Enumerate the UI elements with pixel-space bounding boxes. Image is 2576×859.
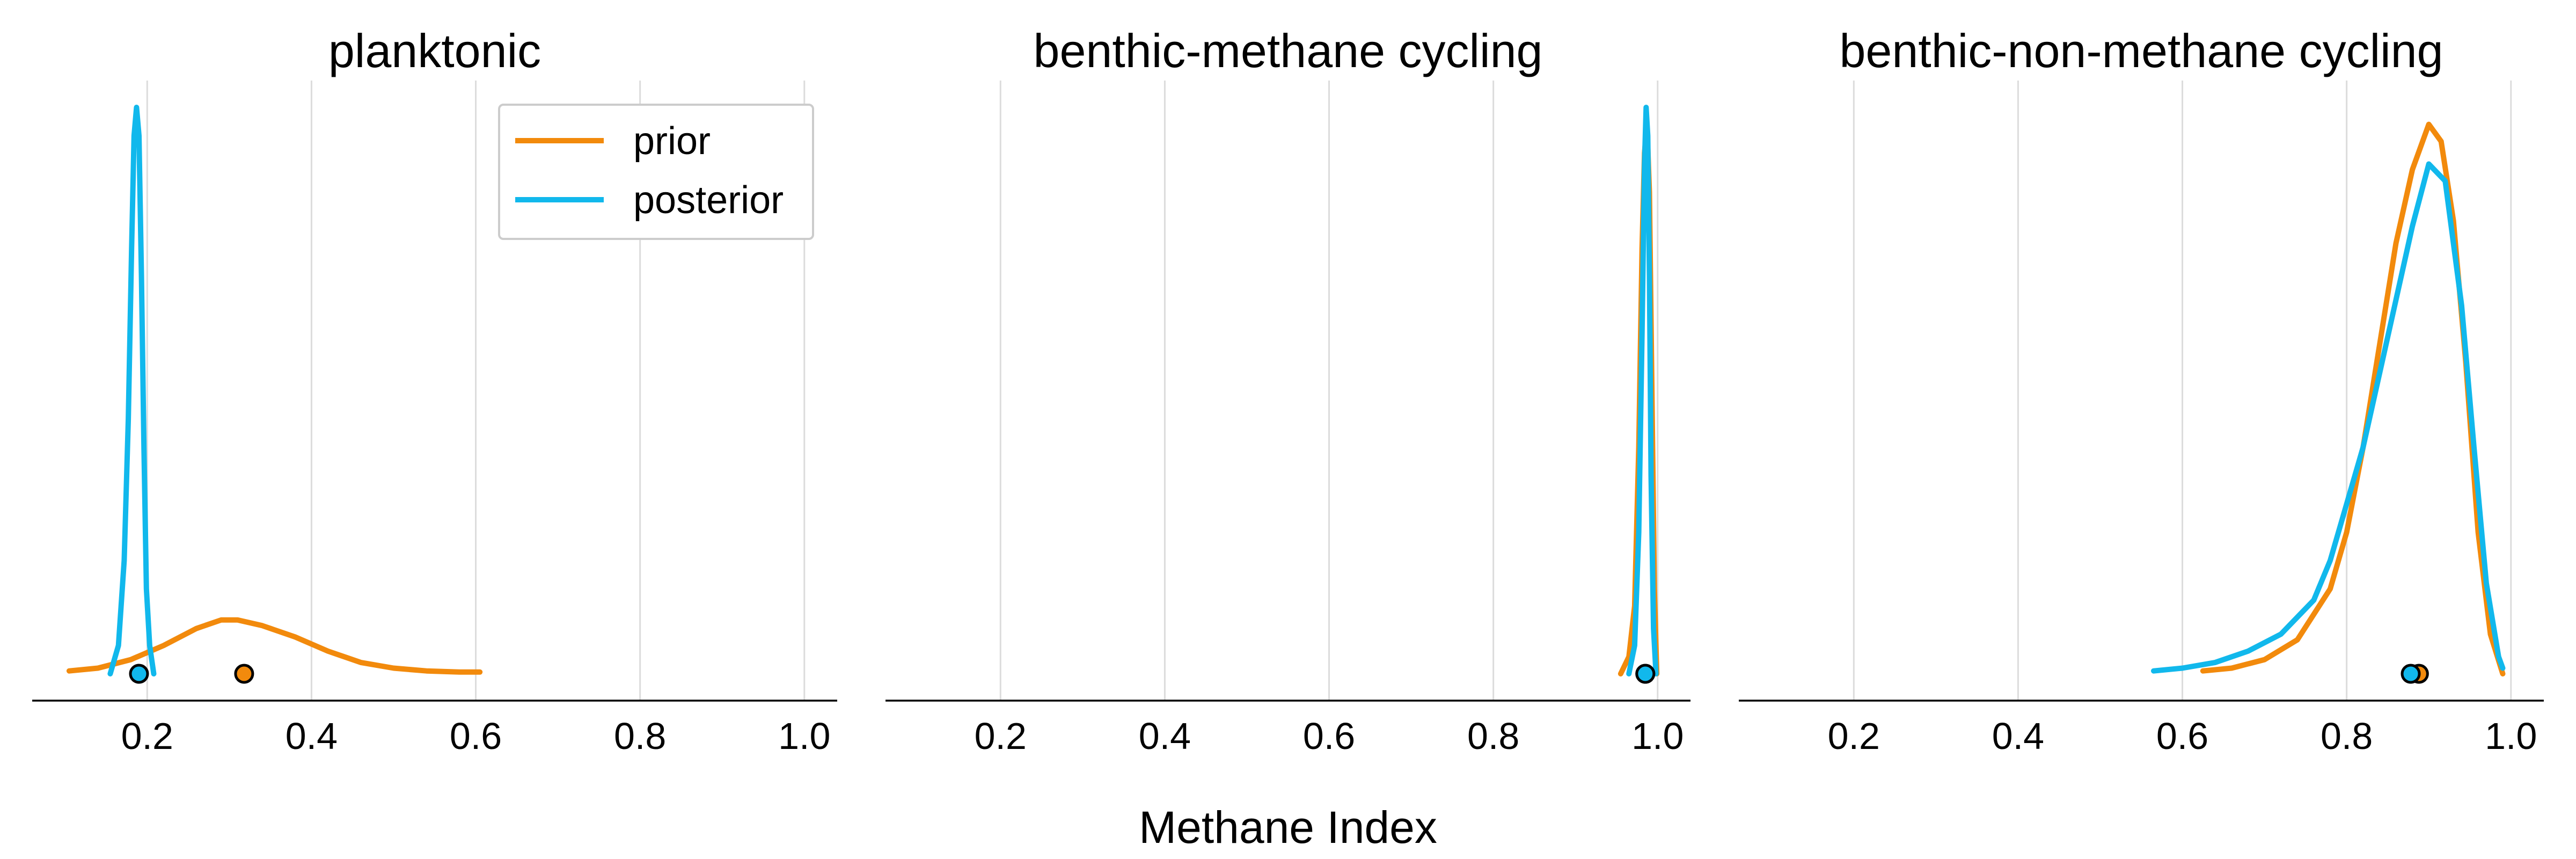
x-tick-label: 0.8 — [2321, 715, 2373, 757]
x-tick-label: 0.6 — [2156, 715, 2208, 757]
x-tick-label: 1.0 — [2485, 715, 2537, 757]
x-tick-label: 0.6 — [1303, 715, 1355, 757]
summary-point-prior — [234, 664, 254, 684]
series-line-prior — [2200, 121, 2506, 676]
x-tick-label: 0.4 — [1992, 715, 2044, 757]
x-tick-label: 1.0 — [1631, 715, 1684, 757]
panel-3: benthic-non-methane cycling 0.2 0.4 0.6 0.8 1… — [1739, 24, 2544, 757]
x-tick-label: 0.8 — [1467, 715, 1519, 757]
x-axis-label: Methane Index — [1139, 802, 1437, 853]
x-tick-label: 1.0 — [778, 715, 830, 757]
legend-label-prior: prior — [633, 120, 711, 163]
series-line-posterior — [107, 105, 157, 676]
panel-title: benthic-methane cycling — [1034, 24, 1543, 77]
x-tick-label: 0.8 — [614, 715, 666, 757]
legend-label-posterior: posterior — [633, 179, 784, 222]
x-tick-label: 0.2 — [1828, 715, 1880, 757]
x-tick-label: 0.2 — [121, 715, 173, 757]
x-tick-label: 0.6 — [450, 715, 502, 757]
series-line-prior — [66, 617, 483, 675]
panel-title: benthic-non-methane cycling — [1839, 24, 2443, 77]
panel-2: benthic-methane cycling 0.2 0.4 0.6 0.8 1.0 — [885, 24, 1690, 757]
summary-point-posterior — [129, 664, 149, 684]
legend: prior posterior — [498, 104, 814, 240]
x-tick-label: 0.4 — [1139, 715, 1191, 757]
series-line-posterior — [1626, 105, 1659, 676]
series-line-posterior — [2151, 161, 2506, 674]
x-tick-label: 0.4 — [286, 715, 338, 757]
summary-point-posterior — [1635, 664, 1656, 684]
panel-title: planktonic — [328, 24, 541, 77]
x-tick-label: 0.2 — [975, 715, 1027, 757]
panel-1: planktonic 0.2 0.4 0.6 0.8 1.0 prior posterior — [32, 24, 837, 757]
summary-point-posterior — [2401, 664, 2421, 684]
